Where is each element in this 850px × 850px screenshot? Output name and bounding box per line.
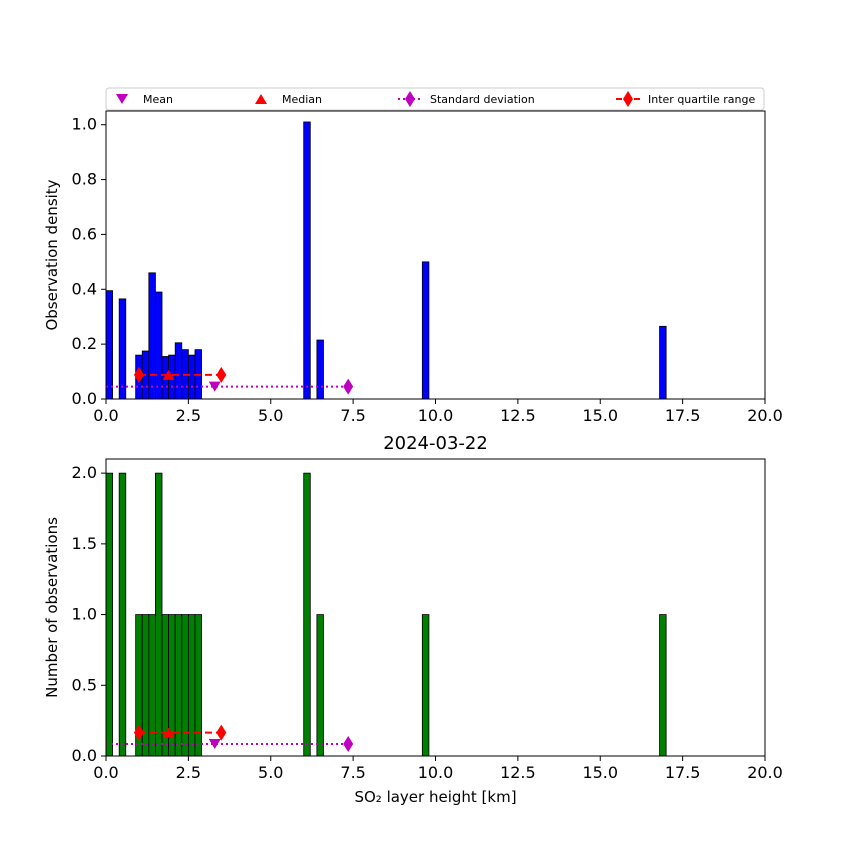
median-marker	[162, 369, 175, 380]
histogram-bar	[174, 342, 183, 400]
x-tick-label: 20.0	[747, 763, 783, 782]
y-tick-label: 2.0	[72, 463, 97, 482]
histogram-bar	[421, 614, 430, 757]
histogram-bar	[303, 472, 311, 757]
legend-label-iqr: Inter quartile range	[648, 93, 755, 106]
histogram-bar	[187, 354, 196, 400]
triangle-down-icon	[116, 94, 128, 104]
histogram-bar	[316, 339, 324, 400]
legend-item-iqr: Inter quartile range	[616, 91, 755, 107]
legend-label-mean: Mean	[143, 93, 173, 106]
x-tick-label: 12.5	[500, 763, 536, 782]
histogram-bar	[659, 614, 667, 757]
x-tick-label: 2.5	[176, 406, 201, 425]
standard-deviation-marker	[343, 378, 354, 395]
x-tick-label: 15.0	[582, 406, 618, 425]
histogram-bar	[105, 472, 113, 757]
x-tick-label: 7.5	[340, 406, 365, 425]
legend-label-median: Median	[282, 93, 322, 106]
triangle-up-icon	[255, 94, 267, 104]
histogram-bar	[155, 472, 163, 757]
x-tick-label: 0.0	[93, 763, 118, 782]
legend-label-standard-deviation: Standard deviation	[430, 93, 535, 106]
histogram-bar	[316, 614, 324, 757]
y-tick-label: 0.6	[72, 224, 97, 243]
y-axis-label: Number of observations	[43, 517, 61, 698]
x-tick-label: 17.5	[665, 763, 701, 782]
histogram-bar	[148, 272, 156, 400]
legend-frame	[105, 87, 765, 111]
y-tick-label: 0.5	[72, 675, 97, 694]
iqr-marker	[216, 724, 227, 741]
y-axis-label: Observation density	[43, 179, 61, 330]
x-tick-label: 15.0	[582, 763, 618, 782]
median-marker	[162, 727, 175, 738]
mean-marker	[208, 738, 221, 749]
legend-item-mean: Mean	[116, 93, 173, 106]
mean-marker	[208, 381, 221, 392]
legend-item-median: Median	[255, 93, 322, 106]
x-tick-label: 12.5	[500, 406, 536, 425]
standard-deviation-marker	[343, 735, 354, 752]
x-tick-label: 20.0	[747, 406, 783, 425]
histogram-bar	[148, 614, 156, 757]
histogram-bar	[118, 298, 127, 400]
legend: Mean Median Standard deviation Inter qua…	[105, 87, 765, 111]
x-tick-label: 5.0	[258, 763, 283, 782]
x-tick-label: 5.0	[258, 406, 283, 425]
x-tick-label: 7.5	[340, 763, 365, 782]
diamond-icon	[405, 91, 415, 107]
x-tick-label: 10.0	[418, 406, 454, 425]
iqr-marker	[216, 366, 227, 383]
histogram-bar	[174, 614, 183, 757]
histogram-bar	[187, 614, 196, 757]
histogram-bar	[155, 291, 163, 400]
y-tick-label: 1.0	[72, 115, 97, 134]
iqr-marker	[133, 366, 144, 383]
histogram-bar	[659, 325, 667, 400]
y-tick-label: 0.8	[72, 170, 97, 189]
y-tick-label: 1.0	[72, 605, 97, 624]
plot-title: 2024-03-22	[383, 433, 488, 454]
histogram-bar	[118, 472, 127, 757]
histogram-bar	[303, 121, 311, 400]
count-plot: 0.0 2.5 5.0 7.5 10.0 12.5 15.0 17.5 20.0 0.0 0.5 1.…	[43, 433, 783, 806]
x-tick-label: 2.5	[176, 763, 201, 782]
histogram-bar	[105, 290, 113, 400]
histogram-bar	[421, 261, 430, 400]
x-tick-label: 0.0	[93, 406, 118, 425]
y-tick-label: 0.2	[72, 334, 97, 353]
y-tick-label: 0.0	[72, 389, 97, 408]
x-tick-label: 17.5	[665, 406, 701, 425]
x-tick-label: 10.0	[418, 763, 454, 782]
histogram-bar	[181, 614, 189, 757]
x-axis-label: SO₂ layer height [km]	[354, 788, 516, 806]
diamond-icon	[623, 91, 633, 107]
y-tick-label: 0.0	[72, 746, 97, 765]
legend-item-standard-deviation: Standard deviation	[398, 91, 535, 107]
density-plot: 0.0 2.5 5.0 7.5 10.0 12.5 15.0 17.5 20.0 0.0 0.2 0.…	[43, 110, 783, 425]
histogram-bar	[141, 614, 150, 757]
y-tick-label: 0.4	[72, 279, 97, 298]
y-tick-label: 1.5	[72, 534, 97, 553]
iqr-marker	[133, 724, 144, 741]
histogram-bar	[194, 614, 202, 757]
